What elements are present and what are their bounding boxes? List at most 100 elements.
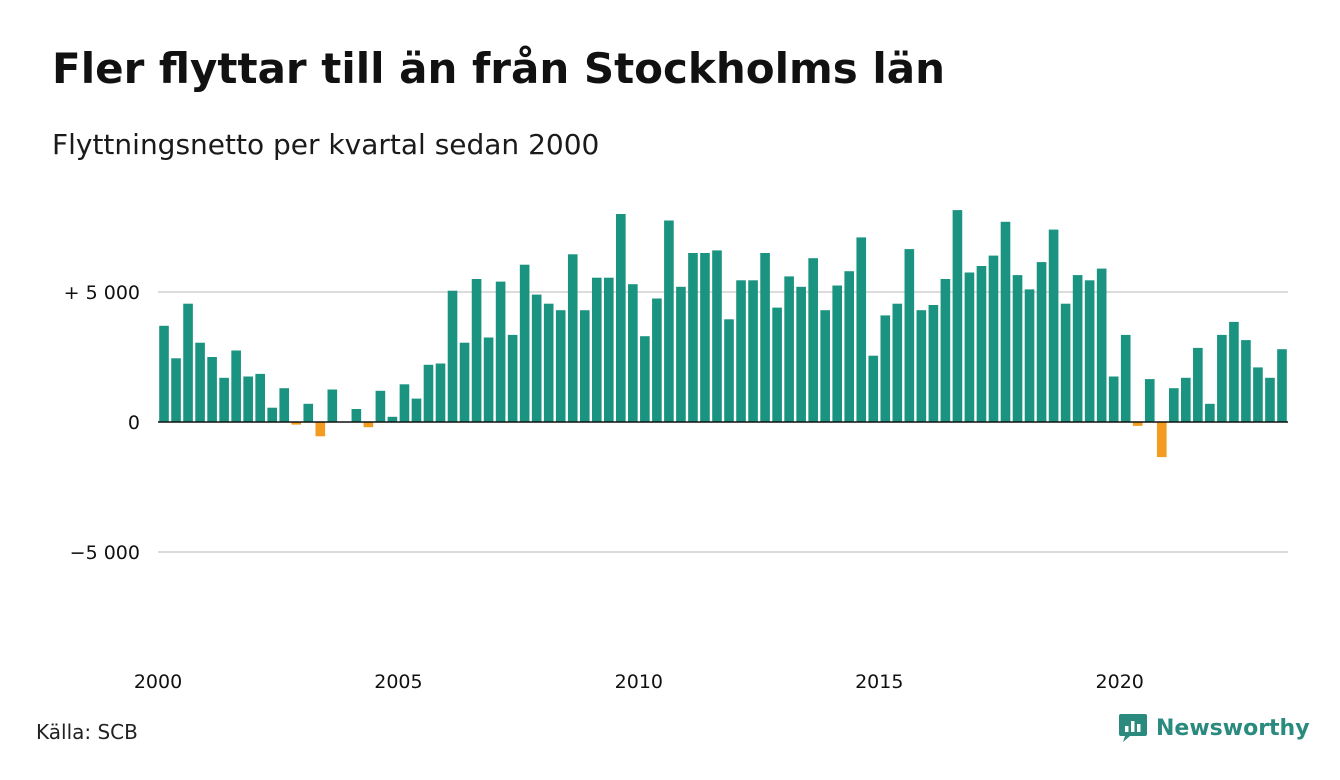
bar-2005-k3 (423, 364, 434, 422)
newsworthy-logo-icon (1119, 714, 1147, 742)
bar-2021-k3 (1193, 347, 1203, 422)
bar-2002-k1 (255, 373, 265, 422)
bar-2001-k1 (207, 357, 217, 422)
bar-2016-k2 (940, 279, 951, 422)
x-axis-labels: 2000 2005 2010 2015 2020 (134, 671, 1144, 693)
bar-2010-k4 (676, 286, 686, 422)
bar-2007-k2 (507, 334, 518, 422)
bar-2000-k3 (183, 303, 193, 422)
bar-2006-k2 (459, 342, 470, 422)
bar-2007-k3 (519, 264, 530, 422)
bar-2017-k4 (1012, 275, 1023, 422)
bar-2011-k3 (712, 250, 722, 422)
bar-2001-k2 (219, 377, 229, 422)
bar-2018-k4 (1060, 303, 1071, 422)
bar-2018-k1 (1024, 289, 1035, 422)
bar-2014-k2 (844, 271, 855, 422)
bar-2020-k3 (1144, 379, 1155, 422)
bar-2008-k3 (567, 254, 578, 422)
bar-2012-k2 (748, 280, 758, 422)
bar-2004-k1 (351, 409, 362, 422)
bar-2018-k3 (1048, 229, 1059, 422)
bar-2012-k1 (736, 280, 746, 422)
bar-2009-k1 (591, 277, 602, 422)
bar-2018-k2 (1036, 262, 1047, 422)
bar-2020-k1 (1120, 334, 1131, 422)
bar-2021-k1 (1168, 388, 1179, 422)
bar-2006-k3 (471, 279, 482, 422)
bar-2022-k4 (1253, 367, 1263, 422)
bar-2008-k4 (579, 310, 590, 422)
bar-2009-k4 (628, 284, 638, 422)
bar-2013-k2 (796, 286, 806, 422)
brand-name: Newsworthy (1156, 715, 1310, 741)
bar-2022-k2 (1229, 321, 1239, 422)
bar-2017-k1 (976, 266, 987, 422)
bar-2015-k2 (892, 303, 903, 422)
bar-2010-k3 (664, 220, 674, 422)
bar-2023-k1 (1265, 377, 1275, 422)
bar-2002-k3 (279, 388, 290, 422)
bar-2021-k4 (1205, 403, 1215, 422)
y-tick-label: −5 000 (70, 542, 140, 564)
bars (159, 210, 1287, 458)
bar-2019-k3 (1096, 268, 1107, 422)
bar-2015-k3 (904, 249, 915, 422)
bar-2005-k1 (399, 384, 410, 422)
bar-2001-k3 (231, 350, 241, 422)
x-tick-label: 2015 (855, 671, 903, 693)
bar-2002-k2 (267, 407, 278, 422)
bar-2014-k1 (832, 285, 843, 422)
bar-2004-k3 (375, 390, 386, 422)
bar-2006-k4 (483, 337, 494, 422)
bar-2008-k1 (543, 303, 554, 422)
y-axis-labels: + 5 000 0 −5 000 (64, 282, 140, 564)
bar-2005-k2 (411, 398, 422, 422)
x-tick-label: 2020 (1096, 671, 1144, 693)
bar-2008-k2 (555, 310, 566, 422)
bar-2015-k1 (880, 315, 891, 422)
bar-2009-k3 (616, 214, 626, 422)
bar-2011-k1 (688, 253, 698, 422)
x-tick-label: 2010 (615, 671, 663, 693)
bar-2006-k1 (447, 290, 458, 422)
brand-logo: Newsworthy (1118, 712, 1310, 744)
bar-2013-k1 (784, 276, 794, 422)
bar-2007-k1 (495, 281, 506, 422)
bar-2007-k4 (531, 294, 542, 422)
y-tick-label: 0 (128, 412, 140, 434)
bar-2014-k3 (856, 237, 867, 422)
chart-title: Fler flyttar till än från Stockholms län (52, 44, 946, 93)
bar-2003-k1 (303, 403, 314, 422)
source-note: Källa: SCB (36, 720, 138, 744)
bar-2001-k4 (243, 376, 253, 422)
bar-2003-k2 (315, 422, 326, 437)
bar-2021-k2 (1181, 377, 1191, 422)
bar-2002-k4 (291, 422, 302, 425)
bar-2020-k2 (1132, 422, 1143, 426)
bar-2011-k4 (724, 319, 734, 422)
bar-2016-k3 (952, 210, 963, 422)
bar-2022-k1 (1217, 334, 1227, 422)
bar-2019-k1 (1072, 275, 1083, 422)
bar-2014-k4 (868, 355, 879, 422)
bar-2004-k4 (387, 416, 398, 422)
chart-subtitle: Flyttningsnetto per kvartal sedan 2000 (52, 128, 600, 161)
bar-2017-k2 (988, 255, 999, 422)
bar-2000-k2 (171, 358, 181, 422)
bar-2022-k3 (1241, 340, 1251, 422)
bar-2003-k3 (327, 389, 338, 422)
bar-2023-k2 (1277, 349, 1287, 422)
bar-2011-k2 (700, 253, 710, 422)
bar-2005-k4 (435, 363, 446, 422)
bar-2020-k4 (1156, 422, 1167, 458)
bar-2017-k3 (1000, 221, 1011, 422)
bar-2016-k1 (928, 305, 939, 422)
bar-2010-k1 (640, 336, 650, 422)
bar-2010-k2 (652, 298, 662, 422)
bar-2015-k4 (916, 310, 927, 422)
bar-2013-k3 (808, 258, 818, 422)
bar-2013-k4 (820, 310, 830, 422)
bar-2009-k2 (603, 277, 614, 422)
